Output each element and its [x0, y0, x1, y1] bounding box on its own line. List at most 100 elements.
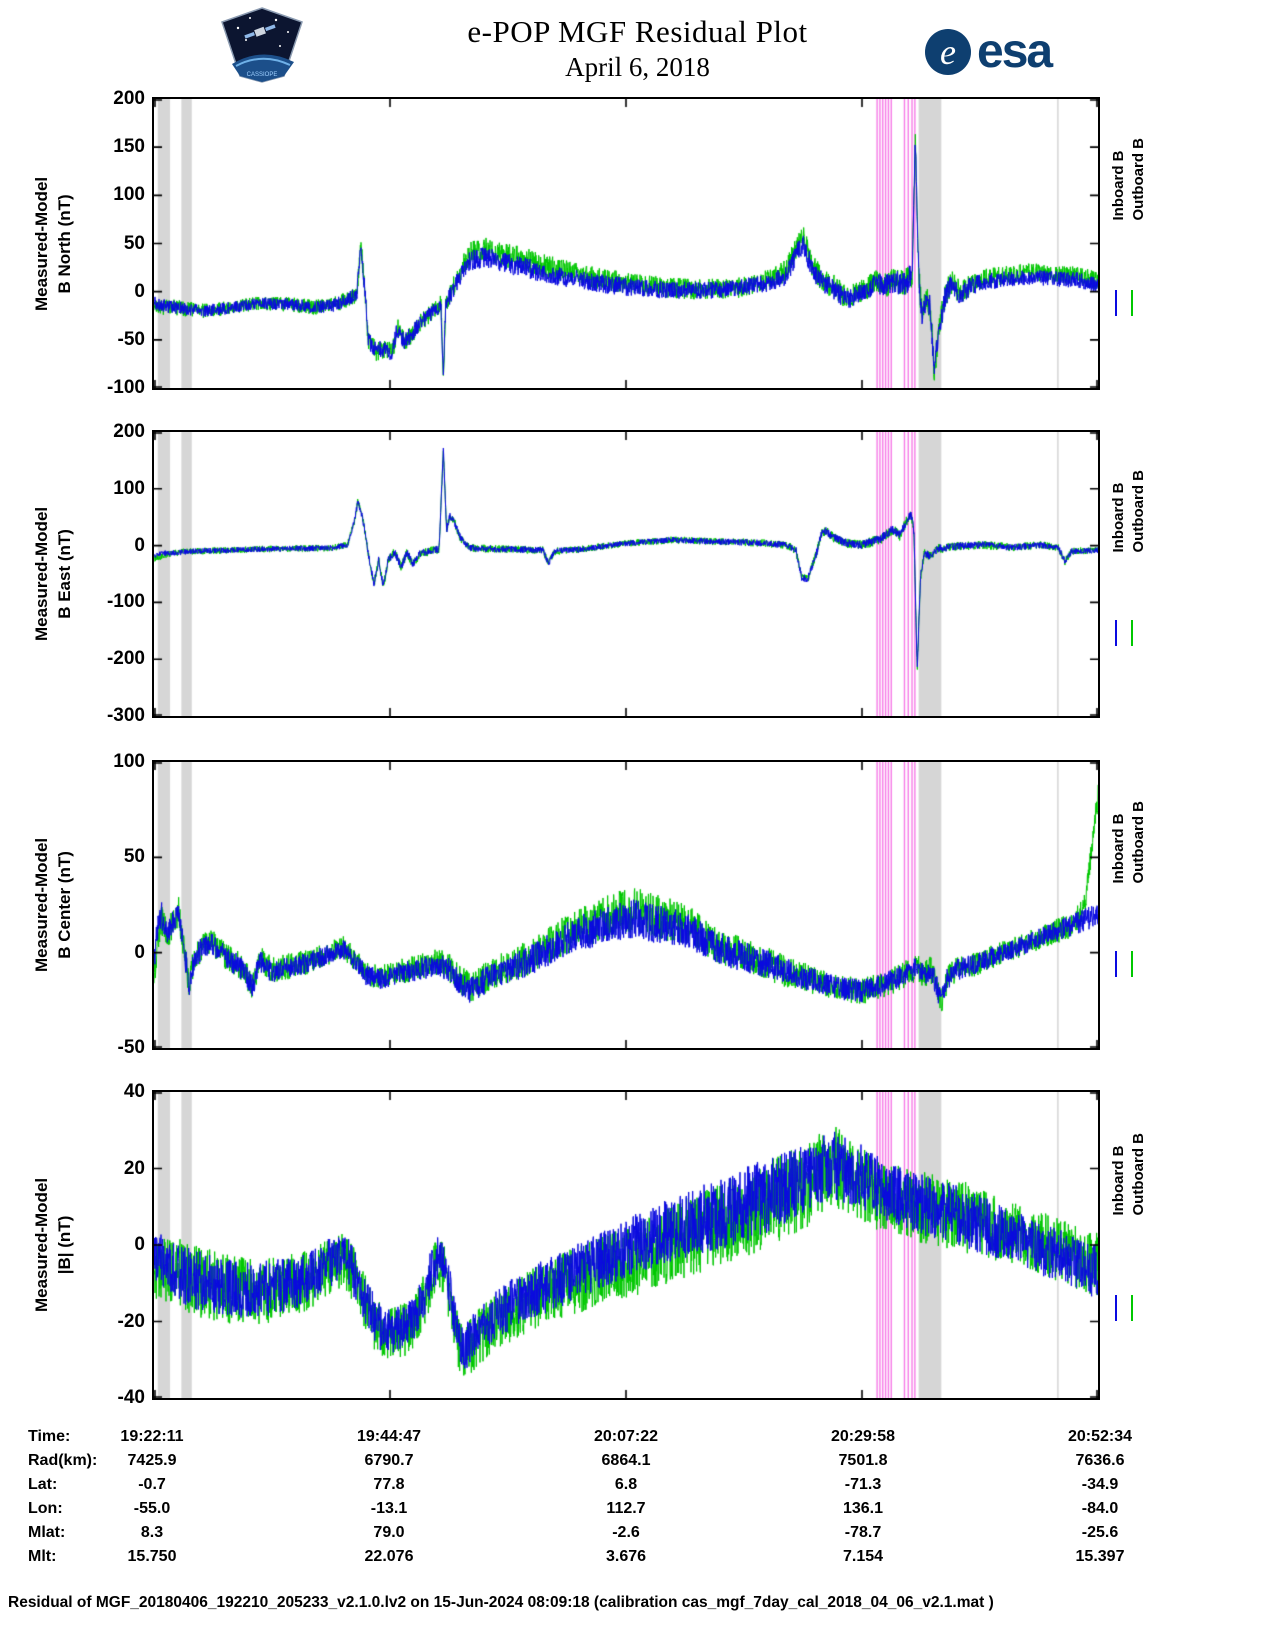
y-tick-label: 0 [134, 1234, 145, 1255]
legend-line-inboard-icon [1115, 290, 1117, 317]
table-cell-value: 79.0 [373, 1524, 405, 1541]
table-cell-value: -25.6 [1081, 1524, 1119, 1541]
table-cell-value: 20:29:58 [830, 1428, 896, 1445]
y-tick-label: 0 [134, 534, 145, 556]
legend-b-center: Inboard B Outboard B [1106, 760, 1186, 1050]
y-axis-label-line2: B North (nT) [55, 193, 75, 294]
legend-label-inboard: Inboard B [1110, 482, 1127, 553]
plot-canvas-b-magnitude [154, 1092, 1098, 1398]
y-tick-label: -20 [117, 1310, 145, 1332]
table-cell-value: 22.076 [364, 1548, 414, 1565]
y-axis-label-line1: Measured-Model [32, 837, 52, 973]
legend-label-inboard: Inboard B [1110, 1145, 1127, 1216]
table-cell-value: 7501.8 [838, 1452, 888, 1469]
table-cell-value: 8.3 [140, 1524, 164, 1541]
table-cell-value: -13.1 [370, 1500, 408, 1517]
y-tick-label: 50 [123, 232, 145, 254]
table-cell-value: -34.9 [1081, 1476, 1119, 1493]
table-row: Time: 19:22:11 19:44:47 20:07:22 20:29:58 20:… [28, 1428, 1132, 1452]
table-cell-value: -78.7 [844, 1524, 882, 1541]
legend-label-outboard: Outboard B [1130, 138, 1147, 221]
table-cell-value: 6864.1 [601, 1452, 651, 1469]
esa-emblem-icon: e [925, 28, 971, 75]
y-tick-label: -40 [117, 1387, 145, 1408]
table-cell-value: 20:07:22 [593, 1428, 659, 1445]
plot-area-b-north: 200 150 100 50 0 -50 -100 [107, 88, 1100, 398]
table-cell-value: 7.154 [842, 1548, 884, 1565]
footer-provenance: Residual of MGF_20180406_192210_205233_v… [8, 1594, 994, 1611]
table-cell-value: 112.7 [606, 1500, 646, 1517]
y-tick-label: -100 [106, 377, 145, 398]
page-subtitle: April 6, 2018 [565, 52, 710, 82]
ephemeris-table: Time: 19:22:11 19:44:47 20:07:22 20:29:58 20:… [28, 1428, 1132, 1572]
svg-text:CASSIOPE: CASSIOPE [247, 72, 278, 78]
plot-canvas-b-center [154, 762, 1098, 1048]
legend-line-outboard-icon [1131, 290, 1133, 317]
y-tick-label: 100 [113, 184, 145, 206]
table-cell-value: -55.0 [133, 1500, 171, 1517]
table-cell-value: 136.1 [842, 1500, 884, 1517]
table-cell-value: 20:52:34 [1067, 1428, 1133, 1445]
y-axis-label-line1: Measured-Model [32, 506, 52, 642]
y-axis-label-line2: B East (nT) [55, 529, 75, 619]
cassiope-mission-badge-icon: CASSIOPE [220, 6, 304, 84]
y-tick-label: 0 [134, 280, 145, 302]
plot-area-b-east: 200 100 0 -100 -200 -300 [107, 421, 1100, 726]
panel-b-center: Measured-Model B Center (nT) 100 50 0 -50 In… [0, 751, 1275, 1058]
plot-canvas-b-north [154, 99, 1098, 388]
legend-label-outboard: Outboard B [1130, 800, 1147, 884]
y-tick-label: -50 [117, 328, 145, 350]
table-row-label: Mlt: [28, 1548, 57, 1565]
y-tick-label: 100 [113, 477, 145, 499]
table-row: Mlat: 8.3 79.0 -2.6 -78.7 -25.6 [28, 1524, 1118, 1548]
plot-canvas-b-east [154, 432, 1098, 716]
table-row-label: Lat: [28, 1476, 58, 1493]
y-tick-label: -50 [117, 1037, 145, 1058]
y-axis-label-b-center: Measured-Model B Center (nT) [6, 760, 102, 1050]
table-cell-value: 6.8 [614, 1476, 638, 1493]
legend-line-inboard-icon [1115, 1294, 1117, 1321]
y-axis-label-b-east: Measured-Model B East (nT) [6, 430, 102, 718]
table-row-label: Mlat: [28, 1524, 66, 1541]
table-row: Rad(km): 7425.9 6790.7 6864.1 7501.8 7636.6 [28, 1452, 1124, 1476]
y-axis-label-line2: |B| (nT) [55, 1215, 75, 1275]
y-axis-label-b-north: Measured-Model B North (nT) [6, 97, 102, 390]
panel-b-north: Measured-Model B North (nT) 200 150 100 50 0 -… [0, 88, 1275, 398]
y-tick-label: 150 [113, 136, 145, 158]
legend-line-inboard-icon [1115, 620, 1117, 647]
legend-label-outboard: Outboard B [1130, 470, 1147, 553]
table-cell-value: -0.7 [138, 1476, 166, 1493]
plot-area-b-center: 100 50 0 -50 [113, 751, 1100, 1058]
table-cell-value: 15.397 [1075, 1548, 1125, 1565]
esa-wordmark: esa [977, 25, 1053, 78]
table-cell-value: -71.3 [844, 1476, 882, 1493]
table-row-label: Rad(km): [28, 1452, 98, 1469]
legend-line-inboard-icon [1115, 951, 1117, 978]
legend-line-outboard-icon [1131, 951, 1133, 978]
legend-label-inboard: Inboard B [1110, 813, 1127, 884]
table-cell-value: 19:44:47 [356, 1428, 422, 1445]
y-tick-label: 200 [113, 421, 145, 442]
y-tick-label: -200 [106, 648, 145, 670]
table-row: Lon: -55.0 -13.1 112.7 136.1 -84.0 [28, 1500, 1118, 1524]
table-cell-value: 7425.9 [127, 1452, 177, 1469]
y-axis-label-line1: Measured-Model [32, 1177, 52, 1313]
legend-b-magnitude: Inboard B Outboard B [1106, 1090, 1186, 1400]
table-cell-value: -84.0 [1081, 1500, 1119, 1517]
table-cell-value: 6790.7 [364, 1452, 414, 1469]
panel-b-magnitude: Measured-Model |B| (nT) 40 20 0 -20 -40 Inboa… [0, 1081, 1275, 1408]
legend-label-outboard: Outboard B [1130, 1133, 1147, 1216]
legend-line-outboard-icon [1131, 620, 1133, 647]
y-axis-label-b-magnitude: Measured-Model |B| (nT) [6, 1090, 102, 1400]
y-tick-label: 0 [134, 941, 145, 963]
panel-b-east: Measured-Model B East (nT) 200 100 0 -100 -20… [0, 421, 1275, 726]
table-row: Mlt: 15.750 22.076 3.676 7.154 15.397 [28, 1548, 1124, 1572]
legend-b-east: Inboard B Outboard B [1106, 430, 1186, 718]
table-row: Lat: -0.7 77.8 6.8 -71.3 -34.9 [28, 1476, 1118, 1500]
y-tick-label: -300 [106, 705, 145, 726]
y-axis-label-line2: B Center (nT) [55, 851, 75, 959]
page-title: e-POP MGF Residual Plot [467, 14, 808, 49]
y-axis-label-line1: Measured-Model [32, 176, 52, 311]
legend-b-north: Inboard B Outboard B [1106, 97, 1186, 390]
table-cell-value: 77.8 [373, 1476, 405, 1493]
